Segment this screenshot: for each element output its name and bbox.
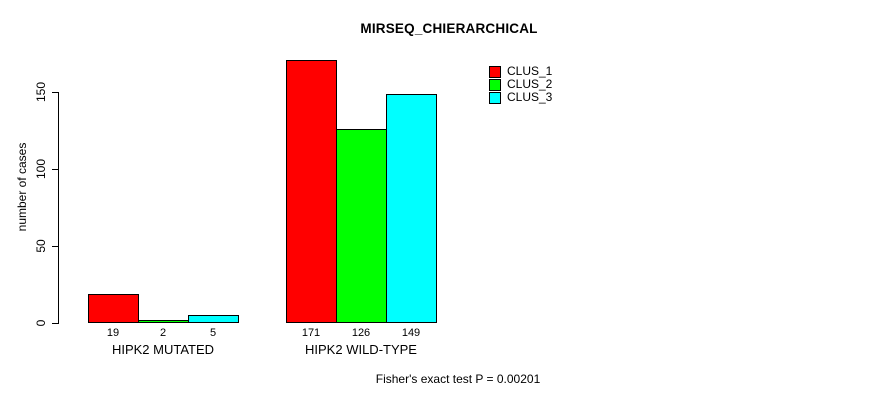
legend-item: CLUS_2 xyxy=(489,78,552,91)
legend-swatch-icon xyxy=(489,65,501,78)
bar-clus_3-2 xyxy=(386,94,437,323)
bar-clus_2-1 xyxy=(138,320,189,323)
y-axis-tick xyxy=(52,323,59,324)
bar-value-label: 126 xyxy=(351,327,371,339)
legend-label: CLUS_1 xyxy=(507,64,553,78)
bar-value-label: 5 xyxy=(209,327,217,339)
legend-swatch-icon xyxy=(489,91,501,104)
y-axis-tick xyxy=(52,92,59,93)
fisher-test-note: Fisher's exact test P = 0.00201 xyxy=(375,372,541,386)
legend-item: CLUS_1 xyxy=(489,65,552,78)
bar-clus_1-2 xyxy=(286,60,337,323)
legend-item: CLUS_3 xyxy=(489,91,552,104)
y-axis-line xyxy=(58,92,59,324)
legend: CLUS_1 CLUS_2 CLUS_3 xyxy=(489,65,552,104)
bar-value-label: 149 xyxy=(401,327,421,339)
legend-label: CLUS_2 xyxy=(507,77,553,91)
y-axis-tick-label: 150 xyxy=(34,81,48,103)
bar-clus_3-1 xyxy=(188,315,239,323)
y-axis-tick-label: 50 xyxy=(34,239,48,253)
legend-swatch-icon xyxy=(489,78,501,91)
bar-value-label: 171 xyxy=(301,327,321,339)
bar-value-label: 2 xyxy=(159,327,167,339)
bar-clus_1-1 xyxy=(88,294,139,323)
bar-clus_2-2 xyxy=(336,129,387,323)
y-axis-tick-label: 0 xyxy=(34,319,48,327)
x-axis-group-label: HIPK2 WILD-TYPE xyxy=(305,342,417,357)
x-axis-group-label: HIPK2 MUTATED xyxy=(111,342,215,357)
legend-label: CLUS_3 xyxy=(507,90,553,104)
chart-title: MIRSEQ_CHIERARCHICAL xyxy=(360,21,538,36)
bar-value-label: 19 xyxy=(106,327,120,339)
y-axis-tick xyxy=(52,246,59,247)
y-axis-tick-label: 100 xyxy=(34,158,48,180)
y-axis-tick xyxy=(52,169,59,170)
